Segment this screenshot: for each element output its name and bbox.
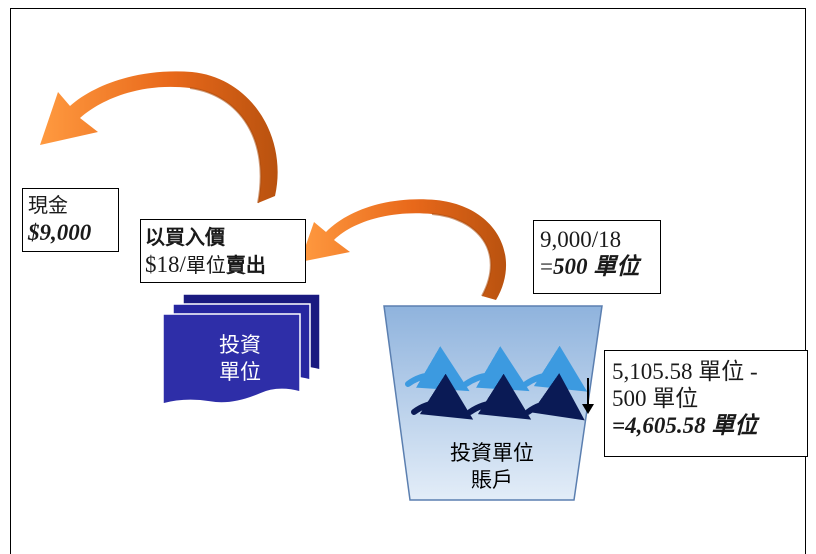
remain-line3: =4,605.58 單位: [612, 413, 758, 438]
document-stack-icon: [162, 293, 321, 405]
calc-line1: 9,000/18: [540, 227, 622, 252]
down-arrow-icon: [582, 378, 594, 414]
cash-box: 現金 $9,000: [22, 188, 119, 252]
curved-arrow-icon: [40, 71, 278, 204]
sell-line1: 以買入價: [145, 225, 225, 249]
sell-line2: $18/單位賣出: [145, 251, 305, 279]
sell-price-box: 以買入價 $18/單位賣出: [140, 219, 306, 283]
document-stack-label: 投資 單位: [200, 332, 280, 386]
calc-result: 500 單位: [552, 254, 640, 279]
flow-arrow-navy-row: [411, 373, 585, 421]
document-label-line2: 單位: [219, 360, 261, 384]
funnel-label-line2: 賬戶: [471, 468, 513, 492]
calculation-box: 9,000/18 =500 單位: [533, 220, 661, 294]
slide-frame: [10, 8, 806, 554]
sell-unit: 單位: [185, 253, 226, 277]
calc-line2: =500 單位: [540, 253, 660, 280]
remain-line1: 5,105.58 單位 -: [612, 359, 758, 384]
document-label-line1: 投資: [219, 333, 261, 357]
remain-line2: 500 單位: [612, 386, 699, 411]
calc-equals: =: [540, 254, 553, 279]
sell-action: 賣出: [225, 253, 266, 277]
funnel-label: 投資單位 賬戶: [430, 440, 554, 494]
cash-label: 現金: [28, 193, 68, 217]
sell-price: $18/: [145, 252, 186, 277]
curved-arrow-icon: [300, 199, 507, 300]
funnel-label-line1: 投資單位: [450, 441, 534, 465]
remaining-units-box: 5,105.58 單位 - 500 單位 =4,605.58 單位: [604, 350, 808, 457]
cash-amount: $9,000: [28, 220, 92, 245]
